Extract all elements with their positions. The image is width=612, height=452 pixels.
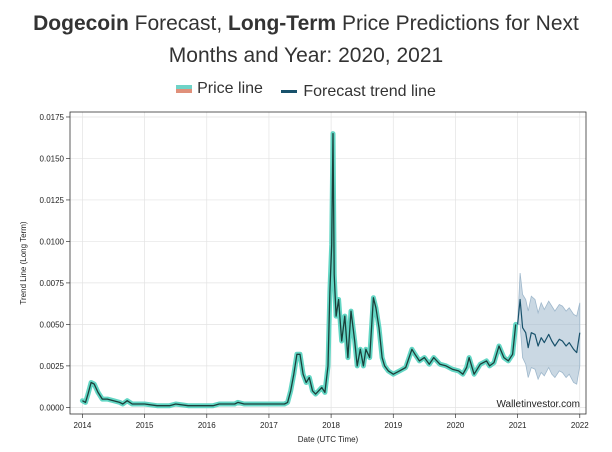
x-tick-label: 2018 [322,421,340,430]
y-tick-label: 0.0025 [40,362,65,371]
x-tick-label: 2019 [384,421,402,430]
y-tick-label: 0.0050 [40,320,65,329]
y-tick-label: 0.0075 [40,279,65,288]
forecast-trend-line [517,298,581,354]
y-tick-label: 0.0175 [40,113,65,122]
y-ticks: 0.0000 0.0025 0.0050 0.0075 0.0100 0.0125 0.01… [40,113,70,412]
x-ticks: 2014 2015 2016 2017 2018 2019 2020 2021 2022 [74,414,589,430]
y-tick-label: 0.0000 [40,403,65,412]
legend-forecast-label: Forecast trend line [303,82,436,100]
y-tick-label: 0.0100 [40,237,65,246]
watermark: Walletinvestor.com [496,399,580,410]
title-text-2: Price Predictions for Next [336,12,579,35]
forecast-confidence-band [517,272,581,385]
x-tick-label: 2020 [447,421,465,430]
title-line-1: Dogecoin Forecast, Long-Term Price Predi… [0,8,612,40]
legend-price-label: Price line [197,80,263,97]
x-axis-label: Date (UTC Time) [298,435,359,444]
x-tick-label: 2022 [571,421,589,430]
y-tick-label: 0.0125 [40,196,65,205]
price-line [82,132,517,407]
x-tick-label: 2016 [198,421,216,430]
price-swatch [176,85,193,93]
legend-item-price[interactable]: Price line [176,80,263,98]
chart-title: Dogecoin Forecast, Long-Term Price Predi… [0,8,612,72]
forecast-swatch [281,90,298,93]
legend-item-forecast[interactable]: Forecast trend line [281,83,436,101]
legend: Price line Forecast trend line [0,80,612,101]
forecast-band [517,272,581,385]
price-line-glow [79,131,519,409]
x-tick-label: 2014 [74,421,92,430]
x-tick-label: 2017 [260,421,278,430]
series-lines [79,131,581,409]
x-tick-label: 2021 [509,421,527,430]
title-text-1: Forecast, [128,12,228,35]
title-coin: Dogecoin [33,12,129,35]
x-tick-label: 2015 [136,421,154,430]
y-axis-label: Trend Line (Long Term) [19,221,28,304]
y-tick-label: 0.0150 [40,154,65,163]
plot-frame [69,111,587,415]
title-line-2: Months and Year: 2020, 2021 [168,44,444,67]
title-term: Long-Term [228,12,337,35]
